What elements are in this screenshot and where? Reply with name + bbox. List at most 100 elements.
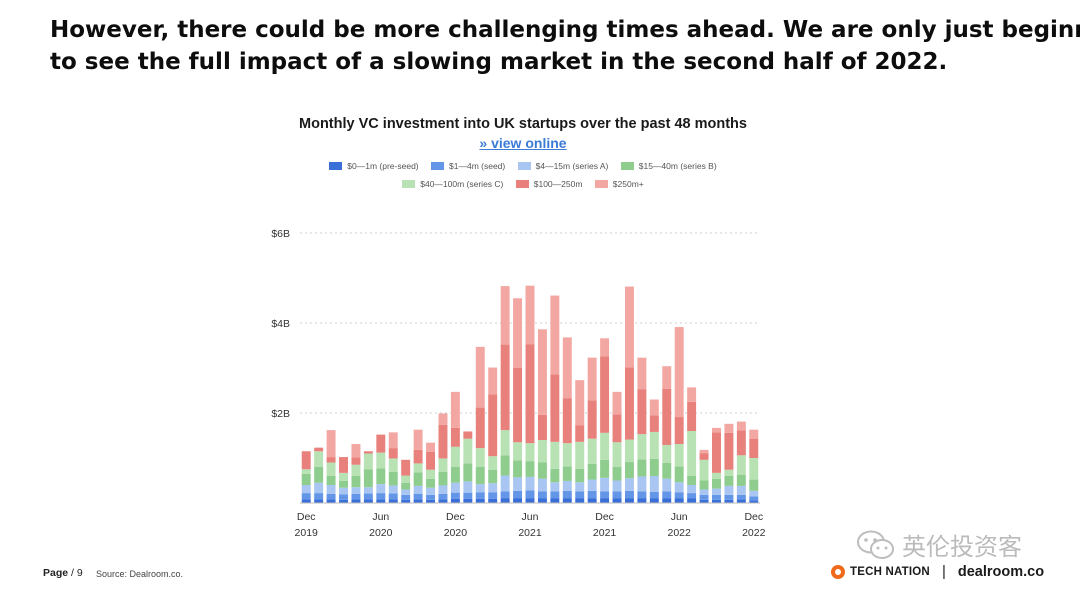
bar-segment	[401, 459, 411, 476]
bar-segment	[438, 485, 448, 494]
bar-segment	[376, 452, 386, 469]
bar-segment	[736, 474, 746, 486]
bar-segment	[587, 498, 597, 503]
x-tick-year: 2020	[444, 527, 468, 539]
bar-segment	[388, 499, 398, 503]
bar-segment	[736, 499, 746, 503]
bar-segment	[550, 468, 560, 483]
legend-swatch	[515, 180, 529, 188]
bar-segment	[525, 490, 535, 499]
bar-segment	[624, 439, 634, 463]
bar-segment	[712, 494, 721, 500]
bar-segment	[612, 480, 622, 492]
bar-segment	[351, 464, 361, 476]
bar-segment	[351, 444, 361, 458]
bar-segment	[749, 490, 759, 497]
bar-segment	[401, 475, 411, 483]
bar-segment	[687, 401, 697, 431]
bar-segment	[426, 442, 436, 452]
bar-segment	[649, 498, 659, 503]
bar-segment	[537, 478, 547, 492]
y-tick-label: $4B	[271, 318, 290, 330]
bar-segment	[301, 493, 311, 500]
bar-segment	[488, 498, 498, 503]
bar-segment	[550, 491, 560, 499]
bar-segment	[674, 482, 684, 493]
legend-swatch	[402, 180, 416, 188]
bar-segment	[438, 424, 448, 459]
bar-segment	[513, 477, 523, 491]
bar-segment	[376, 499, 386, 503]
headline-line-2: to see the full impact of a slowing mark…	[50, 49, 948, 75]
legend-label: $40—100m (series C)	[420, 179, 504, 189]
bar-segment	[326, 430, 336, 458]
bar-segment	[475, 346, 485, 408]
bar-segment	[475, 484, 485, 493]
view-online-link[interactable]: » view online	[479, 135, 567, 151]
bar-segment	[662, 444, 672, 463]
bar-segment	[699, 489, 709, 495]
bar-segment	[600, 459, 610, 478]
bar-segment	[724, 423, 734, 433]
bar-segment	[600, 432, 610, 460]
bar-segment	[351, 494, 361, 500]
legend-swatch	[329, 162, 343, 170]
y-tick-label: $6B	[271, 228, 290, 240]
bar-segment	[575, 468, 585, 483]
bar-segment	[500, 475, 510, 492]
bar-segment	[712, 472, 721, 479]
bar-segment	[550, 441, 560, 469]
bar-segment	[637, 357, 647, 390]
bar-segment	[475, 498, 485, 503]
legend-item-pre-seed: $0—1m (pre-seed)	[329, 161, 419, 171]
bar-segment	[624, 490, 634, 499]
x-tick-year: 2021	[518, 527, 542, 539]
bar-segment	[500, 430, 510, 456]
bar-segment	[438, 413, 448, 425]
bar-segment	[674, 327, 684, 418]
bar-segment	[624, 498, 634, 503]
wechat-icon	[857, 530, 894, 559]
x-tick-year: 2021	[593, 527, 617, 539]
bar-segment	[687, 387, 697, 402]
bar-segment	[301, 499, 311, 503]
bar-segment	[736, 430, 746, 456]
bar-segment	[687, 493, 697, 499]
bar-segment	[513, 442, 523, 461]
bar-segment	[388, 471, 398, 486]
x-tick-month: Jun	[372, 511, 389, 523]
legend-label: $0—1m (pre-seed)	[347, 161, 419, 171]
source-note: Source: Dealroom.co.	[96, 569, 184, 579]
legend-label: $100—250m	[533, 179, 583, 189]
bar-segment	[699, 459, 709, 481]
bar-segment	[513, 368, 523, 443]
bar-segment	[550, 295, 560, 375]
bar-segment	[587, 438, 597, 464]
bar-segment	[712, 499, 721, 503]
legend-item-100-250m: $100—250m	[515, 179, 583, 189]
bar-segment	[749, 479, 759, 491]
bar-segment	[388, 458, 398, 472]
x-tick-month: Dec	[297, 511, 316, 523]
bar-segment	[339, 480, 348, 488]
bar-segment	[699, 499, 709, 503]
bar-segment	[513, 298, 523, 368]
bar-segment	[413, 494, 423, 500]
bar-segment	[724, 432, 734, 470]
bar-segment	[525, 461, 535, 477]
bar-segment	[513, 490, 523, 499]
bar-segment	[363, 487, 373, 494]
bar-segment	[314, 451, 324, 467]
bar-segment	[624, 478, 634, 491]
bar-segment	[463, 438, 473, 464]
bar-segment	[388, 448, 398, 459]
bar-segment	[301, 451, 311, 470]
bar-segment	[587, 463, 597, 480]
bar-segment	[699, 449, 709, 454]
bar-segment	[612, 442, 622, 467]
bar-segment	[562, 480, 572, 491]
page-label: Page	[43, 567, 69, 579]
bar-segment	[550, 498, 560, 503]
bar-segment	[426, 451, 436, 470]
bar-segment	[525, 443, 535, 462]
